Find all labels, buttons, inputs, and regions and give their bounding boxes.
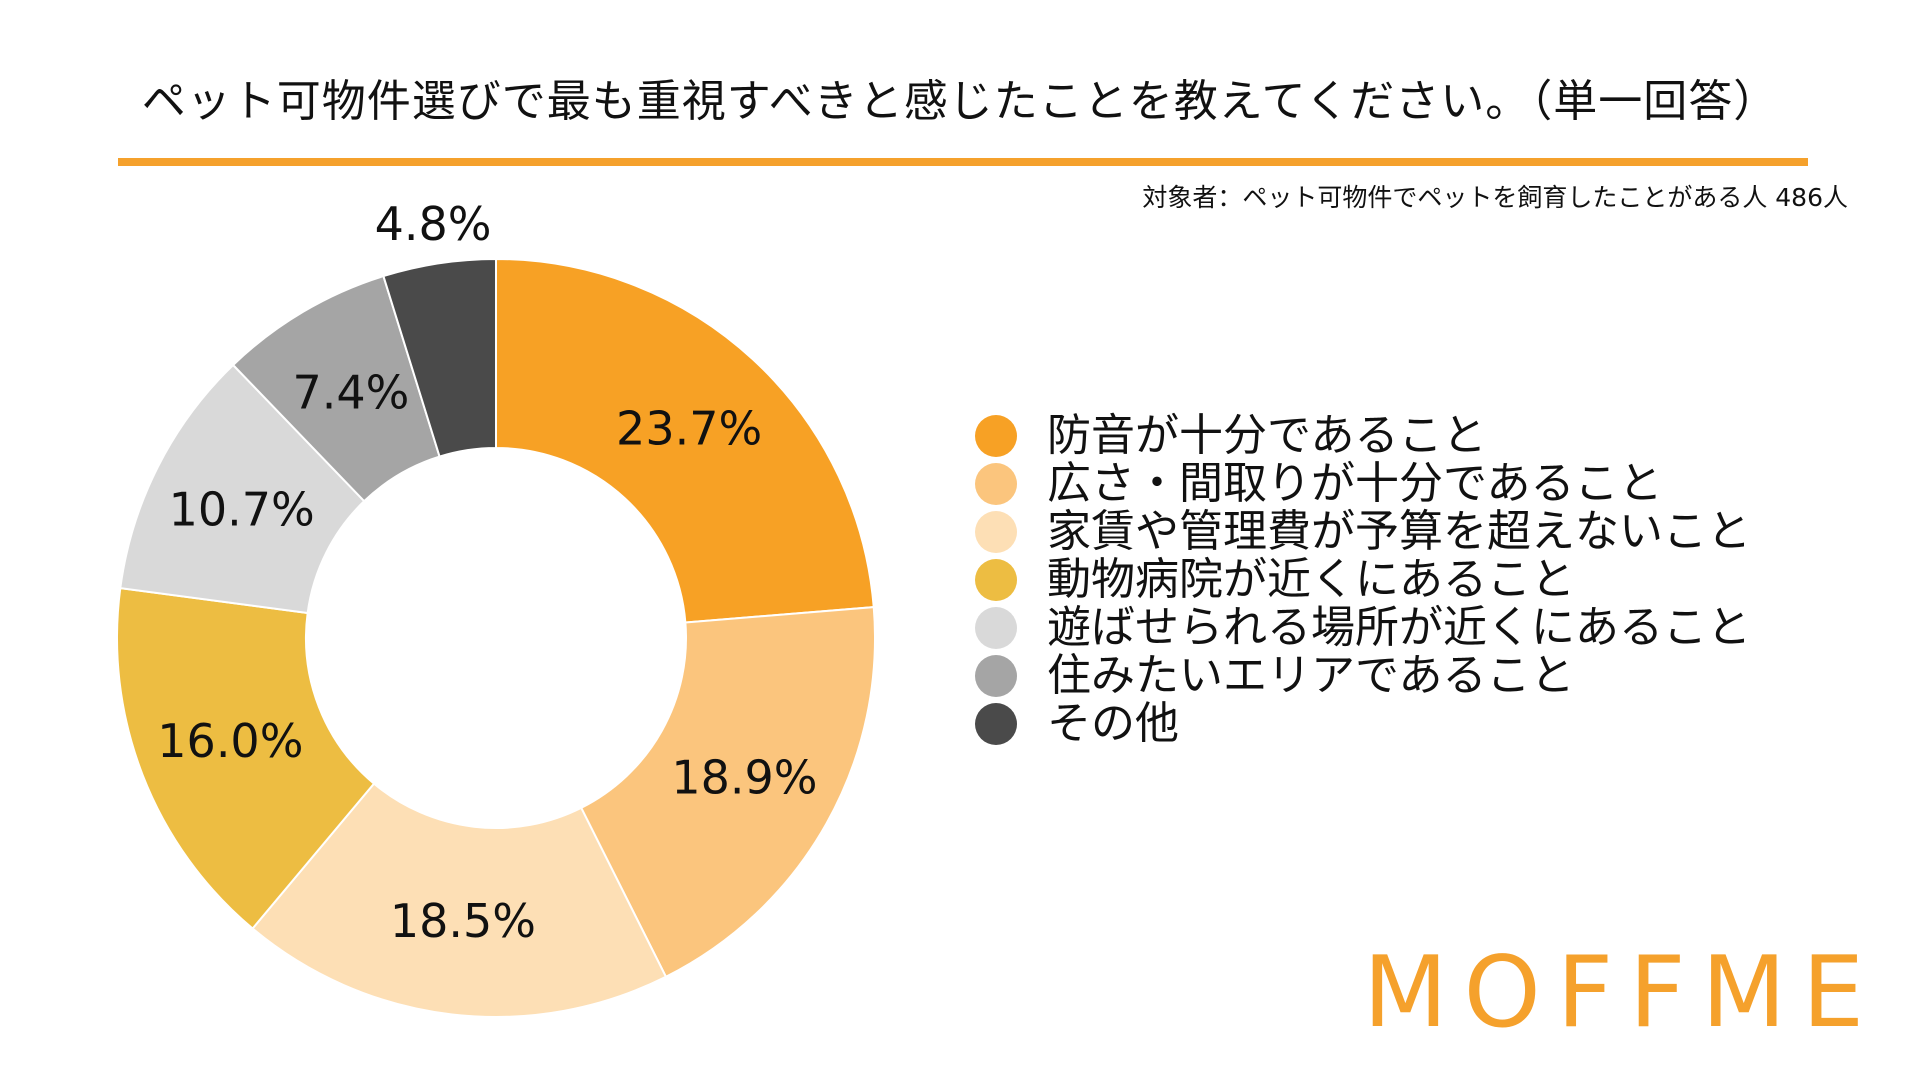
legend-swatch bbox=[975, 415, 1017, 457]
moffme-logo: MOFFME bbox=[1363, 936, 1880, 1050]
legend-swatch bbox=[975, 703, 1017, 745]
legend-label: 家賃や管理費が予算を超えないこと bbox=[1047, 506, 1751, 557]
slice-value-label: 7.4% bbox=[292, 366, 409, 420]
donut-slices bbox=[116, 257, 876, 1018]
legend-swatch bbox=[975, 655, 1017, 697]
legend-item: 住みたいエリアであること bbox=[975, 652, 1751, 700]
legend-label: 住みたいエリアであること bbox=[1047, 650, 1575, 701]
legend-label: その他 bbox=[1047, 698, 1179, 749]
legend-label: 広さ・間取りが十分であること bbox=[1047, 458, 1663, 509]
donut-slice bbox=[579, 605, 876, 979]
slice-value-label: 16.0% bbox=[157, 714, 303, 768]
legend-swatch bbox=[975, 559, 1017, 601]
legend-item: 動物病院が近くにあること bbox=[975, 556, 1751, 604]
legend-item: 遊ばせられる場所が近くにあること bbox=[975, 604, 1751, 652]
donut-slice bbox=[251, 782, 668, 1018]
chart-title: ペット可物件選びで最も重視すべきと感じたことを教えてください。（単一回答） bbox=[141, 76, 1779, 127]
slice-value-label: 18.5% bbox=[390, 894, 536, 948]
legend-swatch bbox=[975, 607, 1017, 649]
legend-swatch bbox=[975, 511, 1017, 553]
donut-slice bbox=[116, 587, 376, 930]
legend-item: その他 bbox=[975, 700, 1751, 748]
donut-slice bbox=[495, 257, 875, 624]
slice-value-label: 4.8% bbox=[375, 197, 492, 251]
legend-item: 家賃や管理費が予算を超えないこと bbox=[975, 508, 1751, 556]
slice-value-label: 18.9% bbox=[671, 751, 817, 805]
slice-value-label: 10.7% bbox=[169, 482, 315, 536]
donut-slice bbox=[382, 257, 497, 458]
legend-item: 防音が十分であること bbox=[975, 412, 1751, 460]
legend-label: 動物病院が近くにあること bbox=[1047, 554, 1575, 605]
legend-label: 防音が十分であること bbox=[1047, 410, 1487, 461]
legend-item: 広さ・間取りが十分であること bbox=[975, 460, 1751, 508]
donut-slice-labels: 23.7% 18.9% 18.5% 16.0% 10.7% 7.4% 4.8% bbox=[157, 197, 817, 948]
title-underline bbox=[118, 158, 1808, 166]
slice-value-label: 23.7% bbox=[616, 401, 762, 455]
legend-swatch bbox=[975, 463, 1017, 505]
chart-subtitle: 対象者：ペット可物件でペットを飼育したことがある人 486人 bbox=[1142, 183, 1848, 212]
chart-legend: 防音が十分であること 広さ・間取りが十分であること 家賃や管理費が予算を超えないこと… bbox=[975, 412, 1751, 748]
legend-label: 遊ばせられる場所が近くにあること bbox=[1047, 602, 1751, 653]
